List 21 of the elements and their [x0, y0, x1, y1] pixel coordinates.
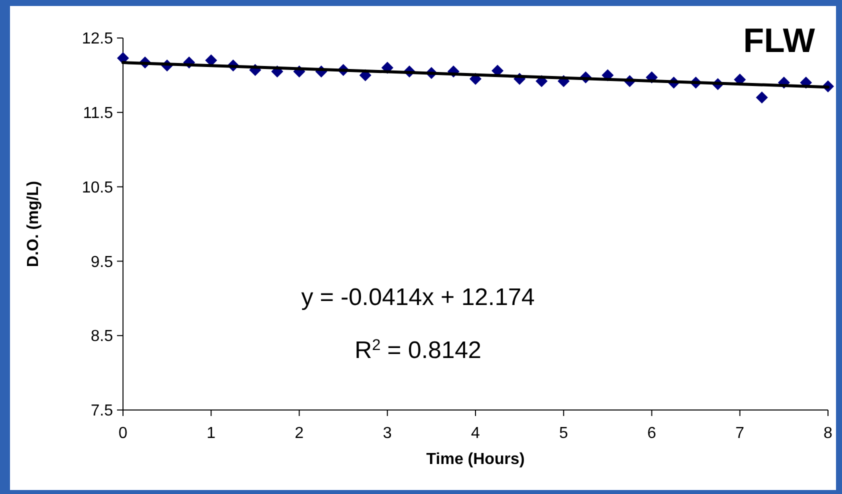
- x-tick-label: 2: [294, 425, 304, 442]
- x-tick-label: 5: [559, 425, 568, 442]
- x-axis-title: Time (Hours): [426, 451, 525, 468]
- y-tick-label: 10.5: [82, 179, 114, 196]
- y-tick-label: 12.5: [82, 30, 114, 48]
- annotation: y = -0.0414x + 12.174: [301, 284, 535, 311]
- chart-title: FLW: [743, 22, 816, 60]
- y-tick-label: 7.5: [90, 402, 114, 420]
- x-tick-label: 8: [824, 425, 833, 442]
- y-tick-label: 8.5: [90, 328, 114, 346]
- x-tick-label: 7: [735, 425, 744, 442]
- x-tick-label: 6: [647, 425, 656, 442]
- x-tick-label: 3: [382, 425, 392, 442]
- annotation: R$^{2}$ = 0.8142: [354, 336, 482, 364]
- x-tick-label: 1: [206, 425, 216, 442]
- y-tick-label: 9.5: [90, 254, 114, 271]
- y-tick-label: 11.5: [83, 105, 114, 122]
- x-tick-label: 0: [118, 425, 128, 442]
- x-tick-label: 4: [471, 425, 480, 442]
- y-axis-title: D.O. (mg/L): [25, 180, 42, 268]
- point: [756, 92, 768, 104]
